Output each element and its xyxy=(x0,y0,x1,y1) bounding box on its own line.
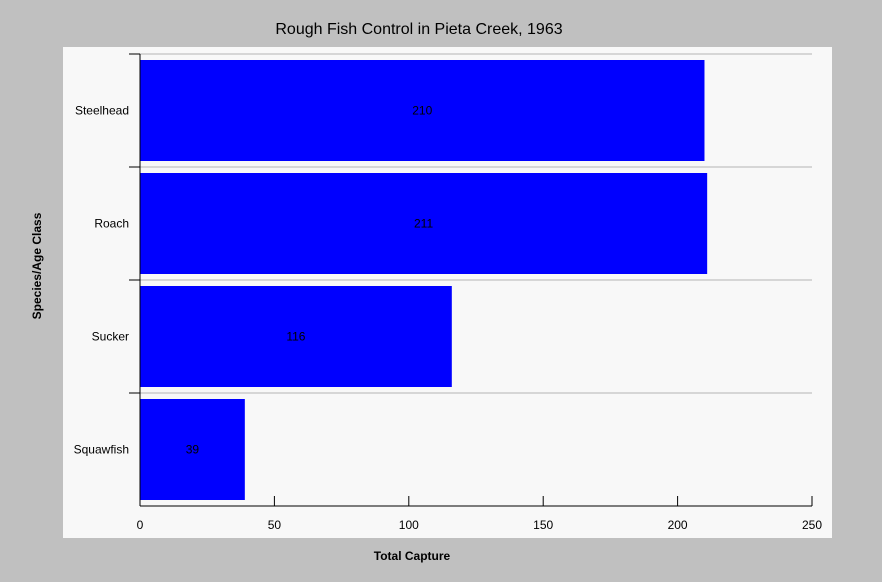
y-tick-label-sucker: Sucker xyxy=(92,330,129,344)
x-tick-label: 150 xyxy=(533,518,553,532)
y-axis-label: Species/Age Class xyxy=(30,212,44,319)
x-tick-label: 200 xyxy=(668,518,688,532)
y-tick-label-roach: Roach xyxy=(94,217,129,231)
axes: Steelhead Roach Sucker Squawfish 0 50 100 150 20… xyxy=(74,53,822,532)
y-tick-label-squawfish: Squawfish xyxy=(74,443,129,457)
x-axis-label: Total Capture xyxy=(374,549,451,563)
bar-sucker xyxy=(140,286,452,387)
x-tick-label: 100 xyxy=(399,518,419,532)
bar-steelhead xyxy=(140,60,705,161)
chart-title: Rough Fish Control in Pieta Creek, 1963 xyxy=(275,21,562,38)
data-label-squawfish: 39 xyxy=(186,443,200,457)
data-label-steelhead: 210 xyxy=(412,104,432,118)
bars xyxy=(140,60,708,500)
data-label-roach: 211 xyxy=(414,217,433,231)
x-tick-label: 0 xyxy=(137,518,144,532)
data-label-sucker: 116 xyxy=(286,330,305,344)
bar-roach xyxy=(140,173,708,274)
y-tick-label-steelhead: Steelhead xyxy=(75,104,129,118)
data-labels: 210 211 116 39 xyxy=(186,104,434,457)
x-tick-label: 250 xyxy=(802,518,822,532)
x-tick-label: 50 xyxy=(268,518,282,532)
bar-squawfish xyxy=(140,399,245,500)
grid xyxy=(140,53,812,394)
